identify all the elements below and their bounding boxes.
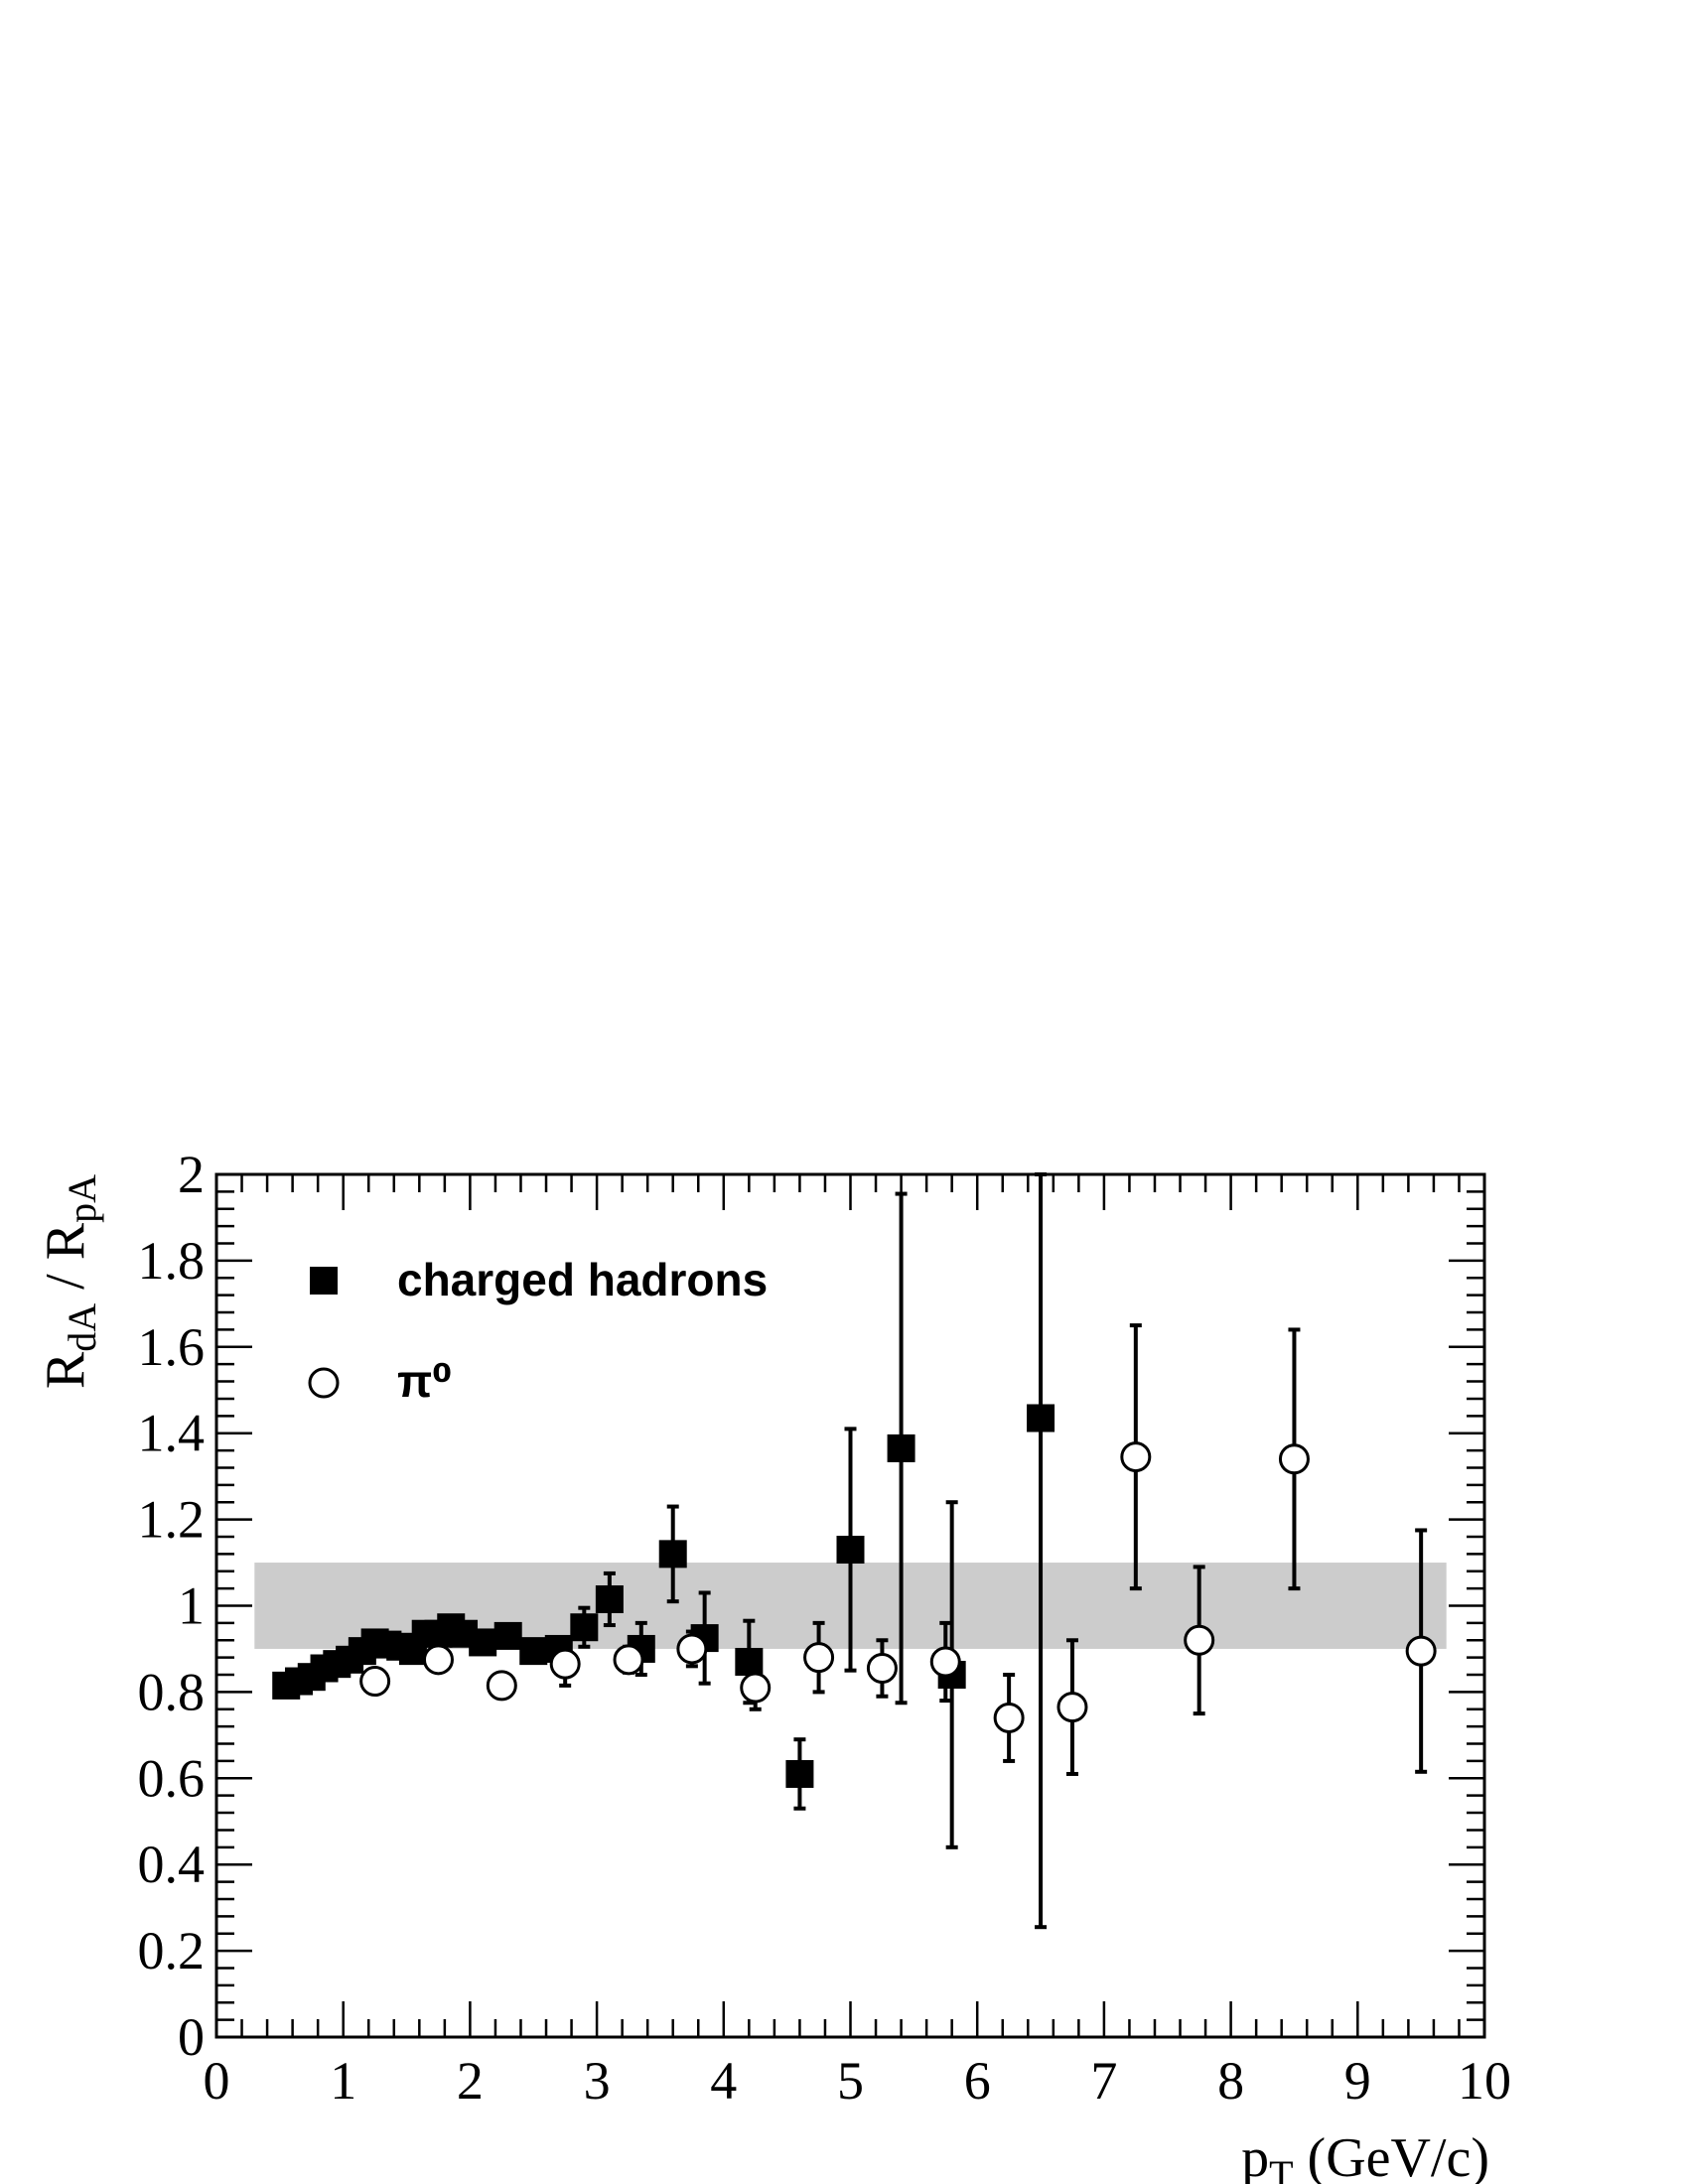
y-axis-title-r1: R xyxy=(35,1351,96,1389)
data-point-pi0 xyxy=(1278,1443,1310,1475)
y-tick-label: 0.2 xyxy=(138,1921,206,1980)
y-axis-title-sub2: pA xyxy=(60,1174,104,1223)
data-point-charged-hadrons xyxy=(1027,1404,1055,1433)
data-point-charged-hadrons xyxy=(836,1536,865,1565)
y-tick-label: 1.2 xyxy=(138,1490,206,1550)
legend: charged hadrons π⁰ xyxy=(308,1254,768,1407)
data-point-pi0 xyxy=(359,1666,391,1698)
x-tick-label: 7 xyxy=(1090,2051,1117,2111)
x-axis-title: pT (GeV/c) xyxy=(1241,2127,1489,2184)
y-tick-label: 1.4 xyxy=(138,1404,206,1463)
x-tick-label: 5 xyxy=(837,2051,864,2111)
y-tick-label: 0.4 xyxy=(138,1835,206,1894)
y-tick-label: 2 xyxy=(178,1145,205,1204)
data-point-pi0 xyxy=(549,1648,581,1680)
y-axis-title-sub1: dA xyxy=(60,1303,104,1352)
y-tick-labels: 0 0.2 0.4 0.6 0.8 1 1.2 1.4 1.6 1.8 2 xyxy=(138,1145,206,2067)
x-axis-title-main: p xyxy=(1241,2127,1269,2184)
data-point-pi0 xyxy=(486,1670,517,1702)
x-tick-label: 8 xyxy=(1217,2051,1244,2111)
y-axis-title-r2: R xyxy=(35,1222,96,1260)
data-point-pi0 xyxy=(803,1642,835,1674)
data-point-pi0 xyxy=(676,1633,708,1665)
data-point-pi0 xyxy=(1405,1635,1437,1667)
marker-layer xyxy=(272,1404,1437,1788)
data-point-charged-hadrons xyxy=(887,1433,915,1462)
data-point-charged-hadrons xyxy=(658,1540,687,1569)
x-tick-label: 4 xyxy=(710,2051,737,2111)
legend-label-pi0: π⁰ xyxy=(397,1355,452,1407)
x-tick-label: 6 xyxy=(964,2051,991,2111)
data-point-pi0 xyxy=(1120,1441,1152,1473)
x-tick-label: 0 xyxy=(204,2051,230,2111)
x-tick-label: 1 xyxy=(330,2051,356,2111)
legend-marker-pi0 xyxy=(308,1367,340,1399)
y-tick-label: 1.8 xyxy=(138,1231,206,1291)
y-tick-label: 0.6 xyxy=(138,1748,206,1808)
data-point-pi0 xyxy=(866,1653,898,1685)
legend-marker-charged-hadrons xyxy=(310,1267,338,1295)
x-axis-title-rest: (GeV/c) xyxy=(1294,2127,1489,2184)
data-point-charged-hadrons xyxy=(469,1628,497,1657)
data-point-pi0 xyxy=(613,1644,644,1676)
x-tick-label: 2 xyxy=(457,2051,484,2111)
data-point-pi0 xyxy=(1184,1624,1215,1656)
x-tick-labels: 0 1 2 3 4 5 6 7 8 9 10 xyxy=(204,2051,1512,2111)
data-point-charged-hadrons xyxy=(493,1621,522,1650)
y-tick-label: 0 xyxy=(178,2007,205,2067)
y-tick-label: 1.6 xyxy=(138,1317,206,1377)
data-point-pi0 xyxy=(422,1644,454,1676)
y-axis-title-sep: / xyxy=(35,1260,96,1303)
data-point-pi0 xyxy=(740,1672,772,1704)
data-point-charged-hadrons xyxy=(735,1647,764,1676)
y-tick-label: 0.8 xyxy=(138,1662,206,1721)
data-point-charged-hadrons xyxy=(595,1584,624,1613)
data-point-charged-hadrons xyxy=(570,1613,599,1642)
data-point-pi0 xyxy=(993,1702,1025,1733)
data-point-charged-hadrons xyxy=(519,1637,548,1666)
x-tick-label: 9 xyxy=(1344,2051,1371,2111)
x-axis-title-sub: T xyxy=(1269,2152,1293,2184)
y-tick-label: 1 xyxy=(178,1576,205,1636)
y-axis-title: RdA / RpA xyxy=(35,1174,104,1389)
data-point-pi0 xyxy=(929,1646,961,1678)
x-tick-label: 3 xyxy=(584,2051,611,2111)
data-point-pi0 xyxy=(1056,1692,1088,1723)
tick-layer xyxy=(214,1172,1486,2039)
data-point-charged-hadrons xyxy=(785,1759,814,1788)
x-tick-label: 10 xyxy=(1458,2051,1511,2111)
legend-label-charged-hadrons: charged hadrons xyxy=(397,1254,768,1305)
